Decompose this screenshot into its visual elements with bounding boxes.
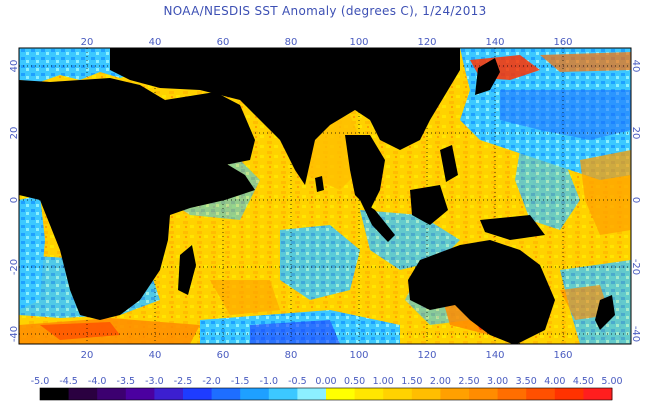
lon-tick-label-top: 120 <box>417 37 436 48</box>
colorbar-label: -4.5 <box>59 376 78 387</box>
lon-tick-label-bottom: 140 <box>485 350 504 361</box>
colorbar-swatch <box>125 388 155 400</box>
colorbar-label: 2.00 <box>430 376 451 387</box>
colorbar-swatch <box>240 388 270 400</box>
indochina-landmass <box>345 135 385 210</box>
colorbar-label: -0.5 <box>288 376 307 387</box>
colorbar-swatch <box>440 388 470 400</box>
map-content <box>19 48 631 344</box>
new-guinea-landmass <box>480 215 545 240</box>
colorbar-label: -4.0 <box>88 376 107 387</box>
japan-landmass <box>475 58 500 95</box>
colorbar-swatch <box>383 388 413 400</box>
lat-tick-label-right: -40 <box>630 326 641 342</box>
lon-tick-label-top: 40 <box>149 37 162 48</box>
colorbar-label: 4.50 <box>573 376 594 387</box>
lat-tick-label-right: 0 <box>630 197 641 203</box>
map-frame <box>18 47 632 345</box>
colorbar-label: 1.00 <box>373 376 394 387</box>
colorbar-label: 0.50 <box>344 376 365 387</box>
lon-tick-label-bottom: 40 <box>149 350 162 361</box>
colorbar-label: -1.0 <box>260 376 279 387</box>
colorbar-label: 5.00 <box>601 376 622 387</box>
map-axes: 20 20 40 40 60 60 80 80 100 100 120 120 140 140 160 160… <box>9 37 641 361</box>
map-title: NOAA/NESDIS SST Anomaly (degrees C), 1/2… <box>163 4 487 18</box>
colorbar-swatch <box>183 388 213 400</box>
lat-tick-label-left: -20 <box>9 259 20 275</box>
colorbar-swatch <box>554 388 584 400</box>
colorbar-swatch <box>211 388 241 400</box>
new-zealand-landmass <box>595 295 615 330</box>
borneo-landmass <box>410 185 448 225</box>
colorbar-label: -1.5 <box>231 376 250 387</box>
colorbar-label: -3.5 <box>117 376 136 387</box>
lon-tick-label-bottom: 160 <box>553 350 572 361</box>
lon-tick-label-top: 80 <box>285 37 298 48</box>
colorbar-label: 1.50 <box>401 376 422 387</box>
lon-tick-label-top: 100 <box>349 37 368 48</box>
australia-landmass <box>408 240 555 344</box>
colorbar-swatch <box>97 388 127 400</box>
lon-tick-label-bottom: 20 <box>81 350 94 361</box>
lat-tick-label-right: 40 <box>630 60 641 73</box>
colorbar-swatch <box>40 388 70 400</box>
lon-tick-label-top: 140 <box>485 37 504 48</box>
lat-tick-label-right: -20 <box>630 259 641 275</box>
lat-tick-label-left: 0 <box>9 197 20 203</box>
colorbar-frame <box>39 387 613 401</box>
colorbar-label: -2.5 <box>174 376 193 387</box>
sri-lanka-landmass <box>315 176 324 192</box>
lat-tick-label-left: 20 <box>9 127 20 140</box>
colorbar-swatch <box>354 388 384 400</box>
lon-tick-label-bottom: 100 <box>349 350 368 361</box>
lat-tick-label-left: 40 <box>9 60 20 73</box>
colorbar-label: 2.50 <box>458 376 479 387</box>
colorbar-label: 4.00 <box>544 376 565 387</box>
colorbar-swatch <box>326 388 356 400</box>
lat-tick-label-right: 20 <box>630 127 641 140</box>
colorbar-swatch <box>469 388 499 400</box>
colorbar-swatch <box>497 388 527 400</box>
colorbar-swatch <box>154 388 184 400</box>
lon-tick-label-top: 160 <box>553 37 572 48</box>
colorbar-swatch <box>411 388 441 400</box>
lon-tick-label-bottom: 80 <box>285 350 298 361</box>
sumatra-landmass <box>360 200 395 242</box>
colorbar-label: -2.0 <box>202 376 221 387</box>
graticule <box>19 48 631 344</box>
colorbar-swatch <box>297 388 327 400</box>
colorbar-label: 3.50 <box>516 376 537 387</box>
lon-tick-label-top: 20 <box>81 37 94 48</box>
colorbar-swatch <box>268 388 298 400</box>
colorbar-swatch <box>583 388 613 400</box>
arabia-landmass <box>165 92 255 165</box>
lat-tick-label-left: -40 <box>9 326 20 342</box>
lon-tick-label-bottom: 60 <box>217 350 230 361</box>
colorbar: -5.0 -4.5 -4.0 -3.5 -3.0 -2.5 -2.0 -1.5 -1.0 -0.5… <box>31 376 623 401</box>
colorbar-label: -5.0 <box>31 376 50 387</box>
eurasia-landmass <box>110 48 460 185</box>
colorbar-label: -3.0 <box>145 376 164 387</box>
madagascar-landmass <box>178 245 196 295</box>
lon-tick-label-bottom: 120 <box>417 350 436 361</box>
philippines-landmass <box>440 145 458 182</box>
lon-tick-label-top: 60 <box>217 37 230 48</box>
colorbar-label: 0.00 <box>315 376 336 387</box>
colorbar-swatch <box>526 388 556 400</box>
colorbar-swatch <box>68 388 98 400</box>
africa-landmass <box>19 78 255 320</box>
colorbar-label: 3.00 <box>487 376 508 387</box>
land-masses <box>19 48 615 344</box>
